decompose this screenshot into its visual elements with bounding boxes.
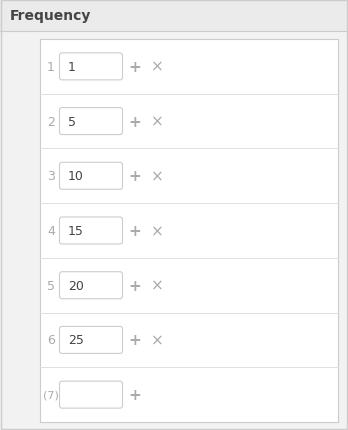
Text: +: + <box>129 387 141 402</box>
Text: +: + <box>129 333 141 347</box>
Text: 4: 4 <box>47 224 55 237</box>
FancyBboxPatch shape <box>60 108 122 135</box>
Text: 1: 1 <box>68 61 76 74</box>
Text: ×: × <box>151 169 163 184</box>
Text: 15: 15 <box>68 224 84 237</box>
Text: 3: 3 <box>47 170 55 183</box>
Text: ×: × <box>151 278 163 293</box>
Text: ×: × <box>151 114 163 129</box>
Bar <box>0 0 348 32</box>
Text: 5: 5 <box>68 115 76 128</box>
Text: 20: 20 <box>68 279 84 292</box>
Bar <box>40 40 338 422</box>
Text: +: + <box>129 224 141 239</box>
Text: 6: 6 <box>47 334 55 347</box>
Text: +: + <box>129 60 141 75</box>
FancyBboxPatch shape <box>60 272 122 299</box>
Text: +: + <box>129 278 141 293</box>
FancyBboxPatch shape <box>60 54 122 81</box>
Text: 1: 1 <box>47 61 55 74</box>
FancyBboxPatch shape <box>60 218 122 244</box>
Text: 10: 10 <box>68 170 84 183</box>
Text: ×: × <box>151 333 163 347</box>
FancyBboxPatch shape <box>60 163 122 190</box>
FancyBboxPatch shape <box>60 327 122 353</box>
Text: 25: 25 <box>68 334 84 347</box>
Text: 2: 2 <box>47 115 55 128</box>
FancyBboxPatch shape <box>60 381 122 408</box>
Text: +: + <box>129 114 141 129</box>
Text: Frequency: Frequency <box>10 9 92 23</box>
Text: ×: × <box>151 60 163 75</box>
Text: ×: × <box>151 224 163 239</box>
Text: 5: 5 <box>47 279 55 292</box>
Text: (7): (7) <box>43 390 59 400</box>
Text: +: + <box>129 169 141 184</box>
